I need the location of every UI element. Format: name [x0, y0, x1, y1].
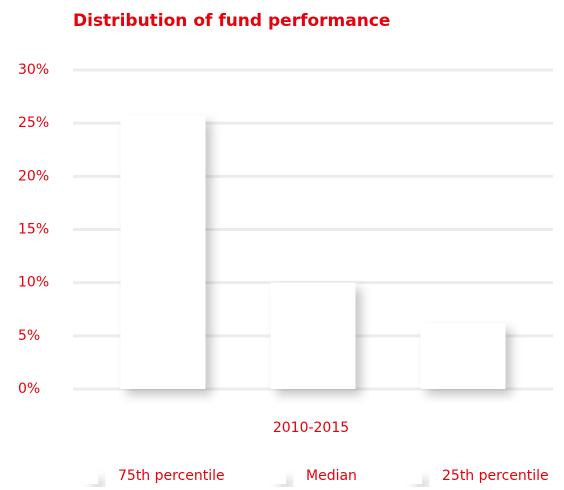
- legend-swatch: [268, 470, 286, 484]
- y-tick-label: 0%: [18, 381, 40, 397]
- bar: [120, 115, 206, 390]
- y-tick-label: 25%: [18, 115, 49, 131]
- y-tick-label: 20%: [18, 168, 49, 184]
- legend-swatch: [404, 470, 422, 484]
- bar: [420, 323, 506, 389]
- y-tick-label: 5%: [18, 328, 40, 344]
- legend-swatch: [80, 470, 98, 484]
- y-tick-label: 30%: [18, 62, 49, 78]
- legend-label: 75th percentile: [118, 468, 225, 484]
- y-tick-label: 15%: [18, 222, 49, 238]
- legend-label: 25th percentile: [442, 468, 549, 484]
- bar: [270, 282, 356, 389]
- y-tick-label: 10%: [18, 275, 49, 291]
- x-tick-label: 2010-2015: [273, 420, 349, 436]
- legend-label: Median: [306, 468, 357, 484]
- chart-title: Distribution of fund performance: [73, 11, 390, 31]
